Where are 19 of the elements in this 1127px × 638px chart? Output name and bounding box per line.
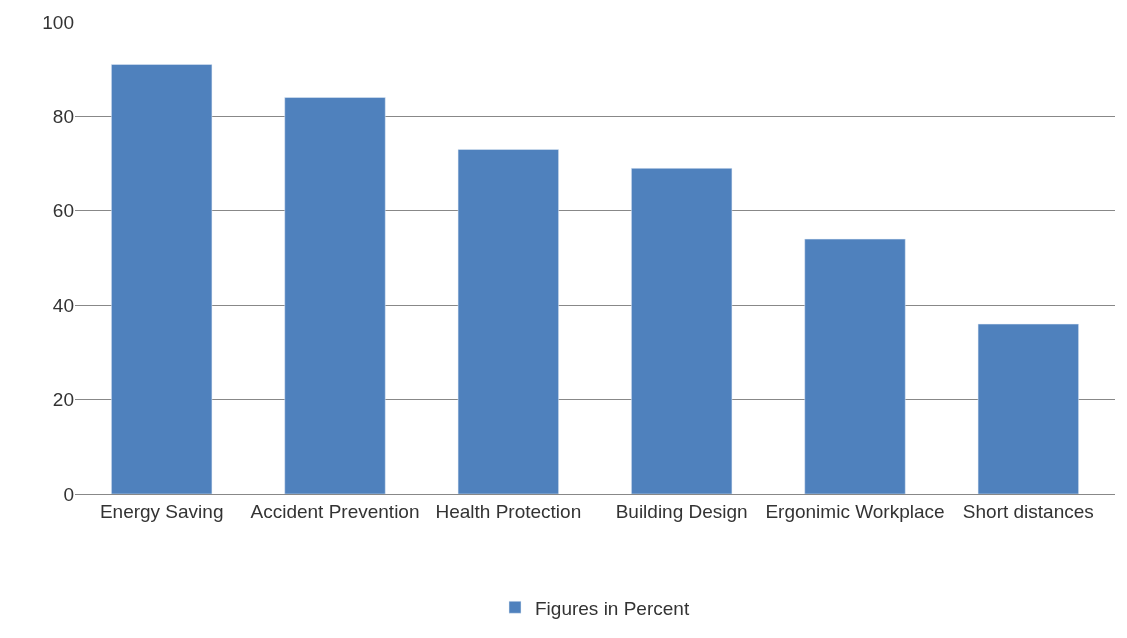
y-tick-label: 60 <box>52 200 74 222</box>
bar <box>977 323 1079 494</box>
y-tick-label: 100 <box>42 11 74 33</box>
x-tick-label: Building Design <box>615 500 748 522</box>
x-tick-label: Health Protection <box>435 500 582 522</box>
x-tick-label: Ergonimic Workplace <box>765 500 945 522</box>
bar <box>284 97 386 494</box>
bar <box>457 149 559 494</box>
bar <box>631 168 733 494</box>
legend-label: Figures in Percent <box>535 597 690 619</box>
x-tick-label: Short distances <box>962 500 1094 522</box>
bar <box>804 238 906 494</box>
y-tick-label: 40 <box>52 294 74 316</box>
x-tick-label: Accident Prevention <box>250 500 420 522</box>
x-tick-label: Energy Saving <box>99 500 224 522</box>
bar <box>111 64 213 494</box>
y-tick-label: 20 <box>52 389 74 411</box>
y-tick-label: 0 <box>63 483 74 505</box>
y-tick-label: 80 <box>52 106 74 128</box>
